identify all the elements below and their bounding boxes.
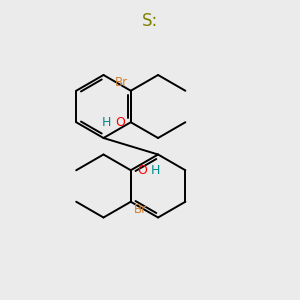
Text: O: O (115, 116, 125, 129)
Text: Br: Br (134, 203, 147, 216)
Text: H: H (150, 164, 160, 177)
Text: O: O (137, 164, 147, 177)
Text: Br: Br (115, 76, 128, 89)
Text: H: H (102, 116, 111, 129)
Text: S:: S: (142, 12, 158, 30)
